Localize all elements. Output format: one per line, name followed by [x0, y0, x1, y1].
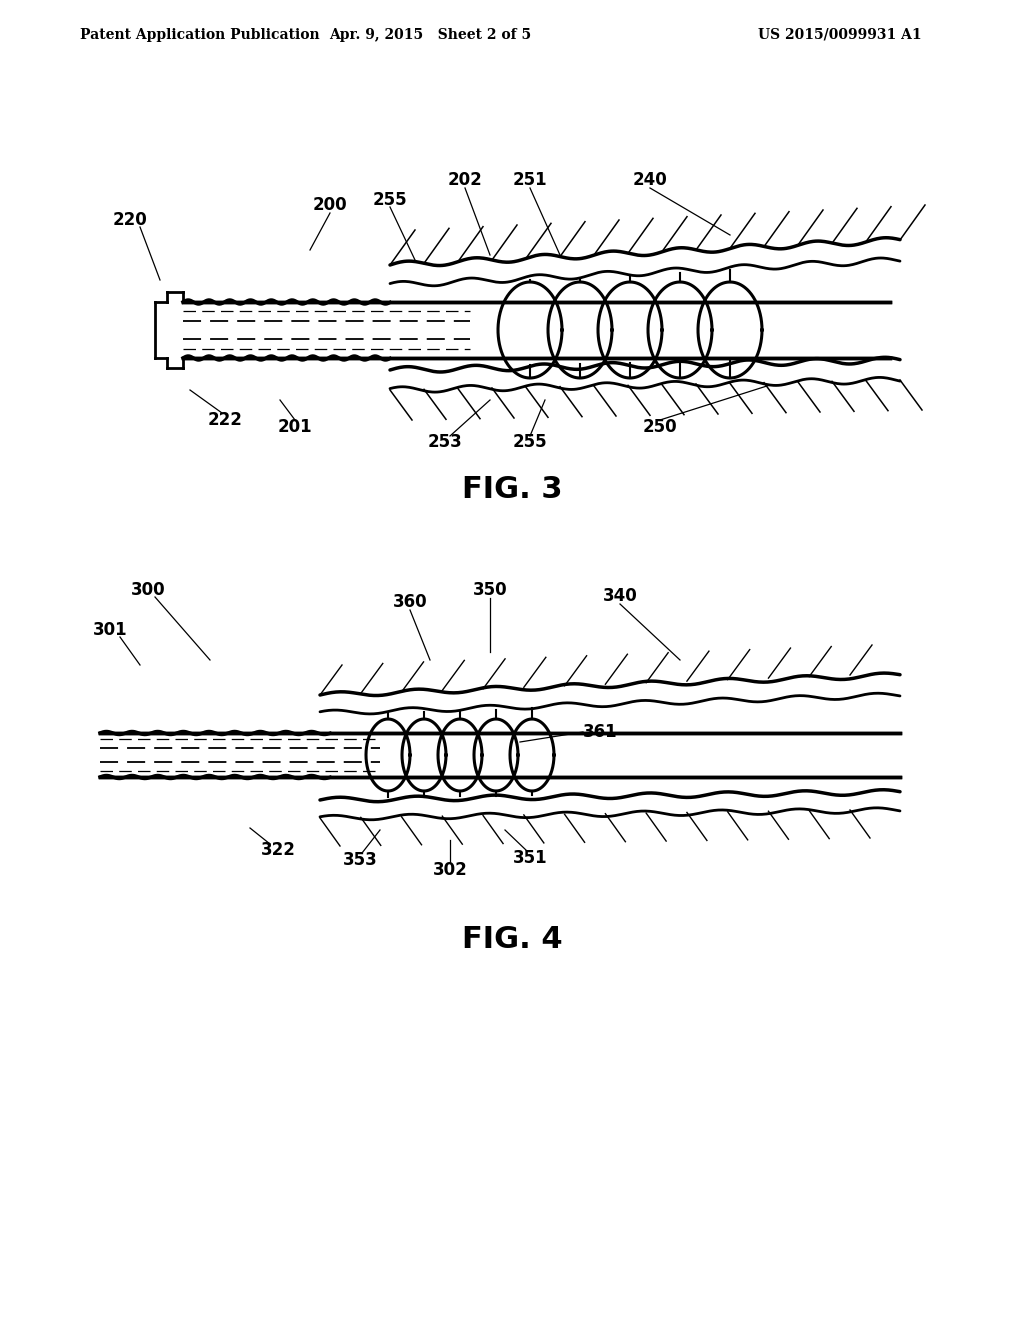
Text: 253: 253 [428, 433, 463, 451]
Text: 251: 251 [513, 172, 547, 189]
Text: 350: 350 [473, 581, 507, 599]
Text: 302: 302 [432, 861, 467, 879]
Text: 340: 340 [603, 587, 637, 605]
Text: US 2015/0099931 A1: US 2015/0099931 A1 [758, 28, 922, 42]
Text: 201: 201 [278, 418, 312, 436]
Text: 240: 240 [633, 172, 668, 189]
Text: 250: 250 [643, 418, 677, 436]
Text: 361: 361 [583, 723, 617, 741]
Text: FIG. 3: FIG. 3 [462, 475, 562, 504]
Text: 351: 351 [513, 849, 547, 867]
Text: 255: 255 [373, 191, 408, 209]
Text: Apr. 9, 2015   Sheet 2 of 5: Apr. 9, 2015 Sheet 2 of 5 [329, 28, 531, 42]
Text: 353: 353 [343, 851, 378, 869]
Text: 220: 220 [113, 211, 147, 228]
Text: Patent Application Publication: Patent Application Publication [80, 28, 319, 42]
Text: 202: 202 [447, 172, 482, 189]
Text: 301: 301 [93, 620, 127, 639]
Text: 255: 255 [513, 433, 547, 451]
Text: FIG. 4: FIG. 4 [462, 925, 562, 954]
Text: 322: 322 [260, 841, 296, 859]
Text: 360: 360 [392, 593, 427, 611]
Text: 300: 300 [131, 581, 165, 599]
Text: 200: 200 [312, 195, 347, 214]
Text: 222: 222 [208, 411, 243, 429]
